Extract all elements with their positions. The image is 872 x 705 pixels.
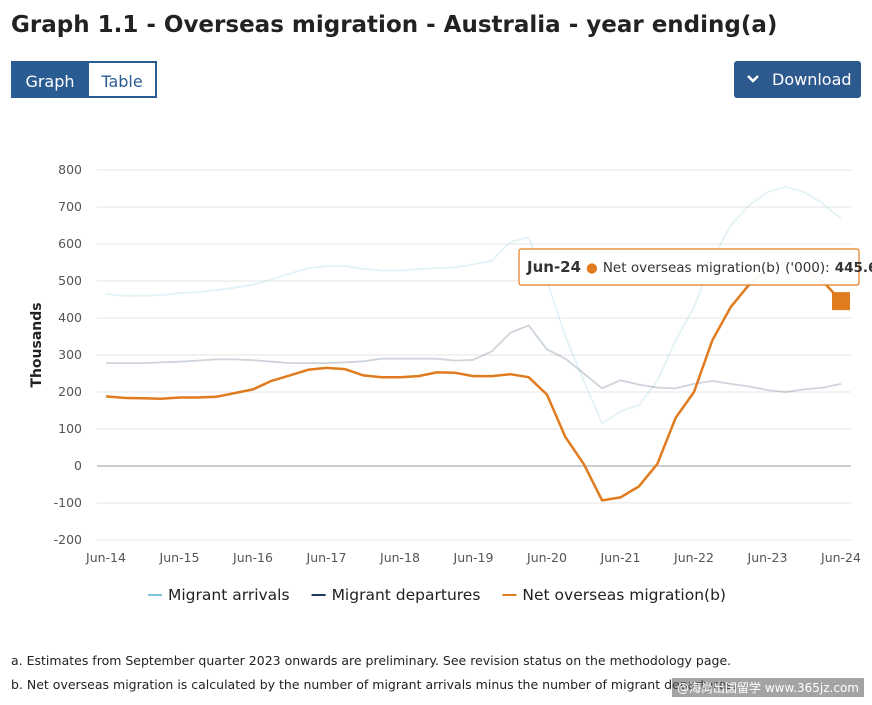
legend-label: Net overseas migration(b) [522,586,726,604]
y-axis-title: Thousands [29,302,45,387]
y-tick-label: -100 [54,495,82,510]
y-tick-label: 200 [58,384,82,399]
footnote: a. Estimates from September quarter 2023… [11,653,732,668]
x-tick-label: Jun-23 [747,550,788,565]
tooltip-value: 445.64 [835,260,872,276]
y-tick-label: 700 [58,199,82,214]
x-tick-label: Jun-22 [673,550,714,565]
series-line [105,185,842,425]
y-tick-label: 500 [58,273,82,288]
x-tick-label: Jun-24 [820,550,861,565]
series-line [105,261,842,502]
footnote: b. Net overseas migration is calculated … [11,677,737,692]
y-tick-label: 400 [58,310,82,325]
x-tick-label: Jun-17 [306,550,347,565]
x-tick-label: Jun-19 [453,550,494,565]
x-tick-label: Jun-20 [526,550,567,565]
x-tick-label: Jun-21 [600,550,641,565]
tooltip-dot: ● [586,260,598,276]
y-tick-label: 600 [58,236,82,251]
tooltip-series: Net overseas migration(b) [603,260,780,276]
series-line [106,324,842,393]
y-tick-label: 800 [58,162,82,177]
x-tick-label: Jun-16 [232,550,273,565]
tooltip-box [518,248,860,286]
legend-label: Migrant departures [332,586,481,604]
tab-table[interactable]: Table [87,61,157,98]
x-tick-label: Jun-18 [379,550,420,565]
tooltip-category: Jun-24 [526,258,581,276]
download-label: Download [772,70,852,89]
tooltip: Jun-24 ● Net overseas migration(b) ('000): 4… [518,248,872,286]
x-tick-label: Jun-15 [159,550,200,565]
watermark: @海尚出国留学 www.365jz.com [672,678,864,697]
chevron-icon [747,75,759,83]
chart: -200 -100 0 100 200 300 400 500 600 700 800 Jun-14 J… [29,162,872,604]
y-tick-label: 100 [58,421,82,436]
legend-label: Migrant arrivals [168,586,290,604]
y-tick-label: 300 [58,347,82,362]
title: Graph 1.1 - Overseas migration - Austral… [11,12,778,38]
tab-graph[interactable]: Graph [11,61,89,98]
tooltip-text: Jun-24 ● Net overseas migration(b) ('000): 4… [526,258,872,276]
highlight-marker [832,292,850,311]
download-button[interactable]: Download [734,61,861,98]
y-tick-label: 0 [74,458,82,473]
tooltip-unit: ('000): [785,260,830,276]
x-tick-label: Jun-14 [85,550,126,565]
y-tick-label: -200 [54,532,82,547]
